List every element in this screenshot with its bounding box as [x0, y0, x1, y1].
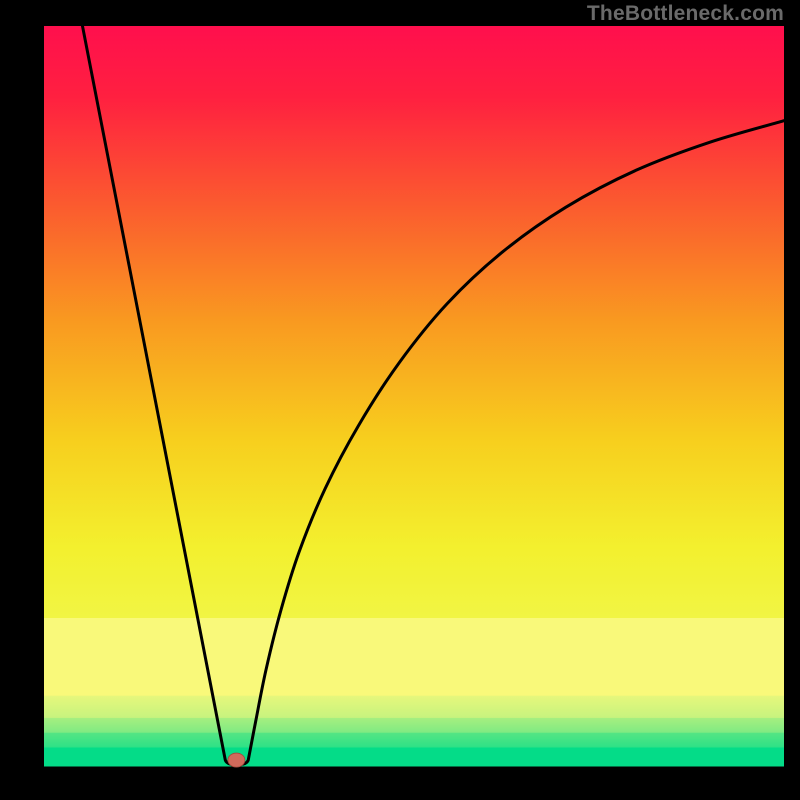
gradient-band [44, 618, 784, 696]
gradient-band [44, 718, 784, 733]
chart-container: TheBottleneck.com [0, 0, 800, 800]
gradient-band [44, 748, 784, 767]
gradient-band [44, 696, 784, 719]
gradient-band [44, 733, 784, 748]
bottleneck-chart [0, 0, 800, 800]
optimum-marker [228, 753, 245, 767]
gradient-band [44, 26, 784, 619]
watermark-text: TheBottleneck.com [587, 2, 784, 26]
